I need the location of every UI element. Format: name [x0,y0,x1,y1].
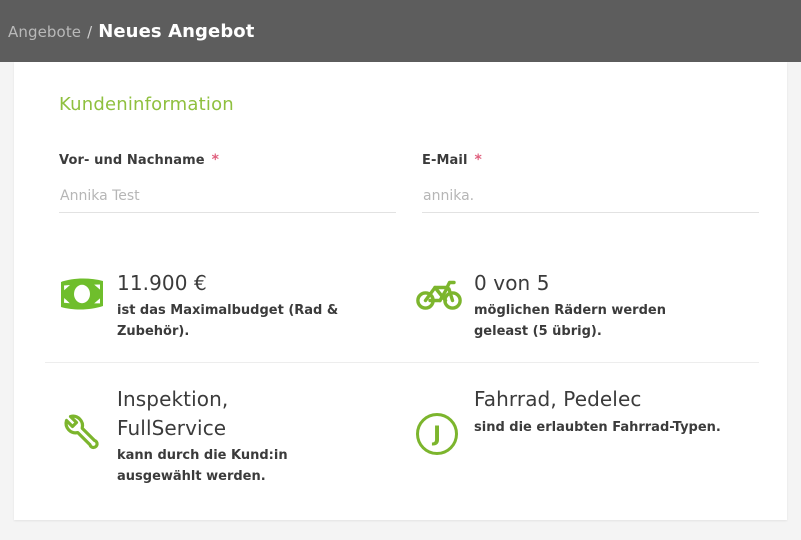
info-row: Inspektion, FullService kann durch die K… [45,362,759,507]
required-asterisk-icon: * [211,152,220,168]
breadcrumb: Angebote / Neues Angebot [0,21,254,42]
info-description: ist das Maximalbudget (Rad & Zubehör). [117,303,339,340]
page-title: Neues Angebot [98,20,255,42]
field-email: E-Mail * [422,153,759,213]
field-email-label: E-Mail * [422,153,759,168]
j-badge-icon: J [416,385,474,456]
bicycle-icon [416,269,474,311]
email-input[interactable] [422,188,759,213]
info-grid: 11.900 € ist das Maximalbudget (Rad & Zu… [45,247,759,507]
info-text: Fahrrad, Pedelec sind die erlaubten Fahr… [474,385,721,437]
info-description: sind die erlaubten Fahrrad-Typen. [474,419,721,435]
info-description: kann durch die Kund:in ausgewählt werden… [117,448,288,485]
required-asterisk-icon: * [474,152,482,168]
info-description: möglichen Rädern werden geleast (5 übrig… [474,303,666,340]
field-name-label: Vor- und Nachname * [59,153,396,168]
info-item-budget: 11.900 € ist das Maximalbudget (Rad & Zu… [45,247,402,362]
field-name-label-text: Vor- und Nachname [59,153,205,168]
info-text: 0 von 5 möglichen Rädern werden geleast … [474,269,712,342]
info-item-bikes: 0 von 5 möglichen Rädern werden geleast … [402,247,759,362]
field-name: Vor- und Nachname * [59,153,396,213]
info-item-service: Inspektion, FullService kann durch die K… [45,363,402,507]
j-badge-letter: J [416,413,458,456]
info-text: 11.900 € ist das Maximalbudget (Rad & Zu… [117,269,355,342]
breadcrumb-separator: / [87,22,93,41]
banknote-icon [59,269,117,311]
name-input[interactable] [59,188,396,213]
field-email-label-text: E-Mail [422,153,468,168]
breadcrumb-link-angebote[interactable]: Angebote [8,22,82,41]
customer-form-row: Vor- und Nachname * E-Mail * [59,153,759,213]
info-headline: 11.900 € [117,271,207,295]
wrench-icon [59,385,117,455]
card-inner: Kundeninformation Vor- und Nachname * E-… [45,94,759,507]
top-header-bar: Angebote / Neues Angebot [0,0,801,62]
info-text: Inspektion, FullService kann durch die K… [117,385,355,487]
info-item-biketypes: J Fahrrad, Pedelec sind die erlaubten Fa… [402,363,759,507]
info-headline: 0 von 5 [474,271,550,295]
info-row: 11.900 € ist das Maximalbudget (Rad & Zu… [45,247,759,362]
section-title-kundeninformation: Kundeninformation [59,94,234,115]
info-headline: Fahrrad, Pedelec [474,387,642,412]
content-card: Kundeninformation Vor- und Nachname * E-… [14,62,787,520]
info-headline: Inspektion, FullService [117,387,229,440]
